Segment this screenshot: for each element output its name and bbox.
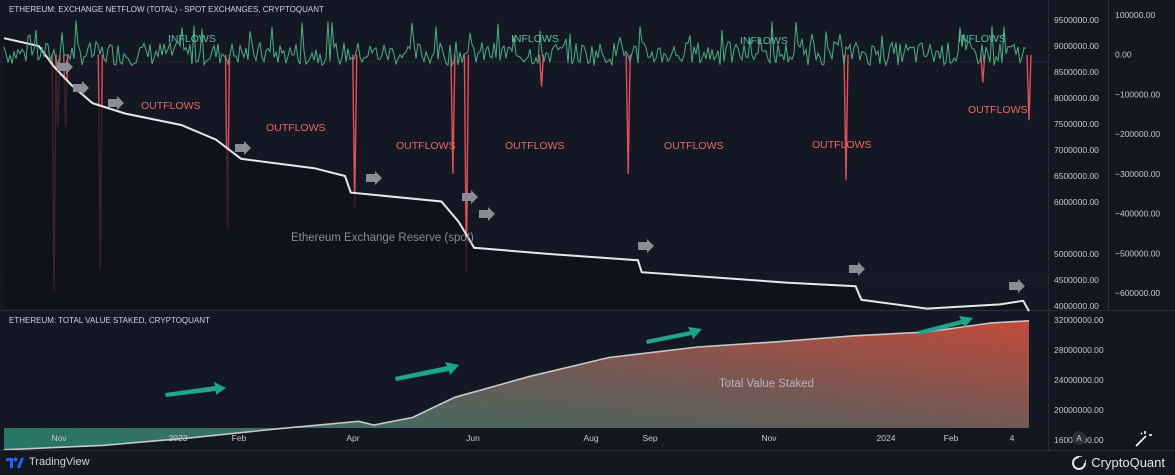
outflow-spike [843,54,849,180]
reserve-axis-tick: 4500000.00 [1054,275,1099,285]
outflows-label: OUTFLOWS [396,140,456,152]
outflow-spike [1026,54,1032,121]
staked-line [3,320,1030,451]
magic-wand-icon[interactable] [1135,431,1152,447]
reserve-axis-tick: 9000000.00 [1054,41,1099,51]
footer-bar: TradingView CryptoQuant [0,450,1175,475]
outflow-spike [625,54,631,174]
cryptoquant-logo-icon [1072,455,1087,470]
outflows-label: OUTFLOWS [968,104,1028,116]
outflow-labels: OUTFLOWS OUTFLOWS OUTFLOWS OUTFLOWS OUTF… [141,100,1028,152]
step-marker [73,81,89,95]
outflow-spike [450,54,456,174]
step-marker [108,96,124,110]
outflows-label: OUTFLOWS [812,139,872,151]
outflows-label: OUTFLOWS [505,140,565,152]
netflow-axis-tick: 100000.00 [1115,10,1155,20]
auto-scale-label: A [1076,434,1082,443]
inflows-label: INFLOWS [168,33,216,45]
inflows-label: INFLOWS [511,33,559,45]
time-axis-tick: Jun [466,433,480,443]
outflows-label: OUTFLOWS [664,140,724,152]
reserve-axis-tick: 4000000.00 [1054,301,1099,311]
step-marker [479,207,495,221]
reserve-axis-tick: 8000000.00 [1054,93,1099,103]
netflow-axis-tick: −500000.00 [1115,248,1160,258]
netflow-axis-tick: −200000.00 [1115,129,1160,139]
reserve-axis-tick: 9500000.00 [1054,15,1099,25]
staked-axis-tick: 24000000.00 [1054,375,1104,385]
trend-arrow [165,382,226,397]
tradingview-label: TradingView [29,456,90,468]
cryptoquant-brand: CryptoQuant [1072,455,1165,470]
netflow-axis-tick: −400000.00 [1115,209,1160,219]
time-axis-tick: Feb [944,433,959,443]
staked-axis-tick: 20000000.00 [1054,405,1104,415]
auto-scale-button[interactable] [1072,431,1086,445]
outflows-label: OUTFLOWS [266,122,326,134]
staked-series-label: Total Value Staked [719,378,814,390]
step-marker [1009,279,1025,293]
reserve-line-layer [3,37,1030,312]
top-panel-title: ETHEREUM: EXCHANGE NETFLOW (TOTAL) - SPO… [9,5,324,14]
reserve-axis-tick: 5000000.00 [1054,249,1099,259]
time-axis-tick: 2023 [169,433,188,443]
tradingview-logo-icon [6,457,24,468]
netflow-axis-tick: −300000.00 [1115,169,1160,179]
time-axis-tick: 4 [1010,433,1015,443]
reserve-axis-tick: 6000000.00 [1054,197,1099,207]
time-axis-tick: Nov [761,433,777,443]
reserve-axis: 9500000.00 9000000.00 8500000.00 8000000.00… [1054,15,1099,311]
time-axis-tick: Feb [232,433,247,443]
netflow-line [3,20,1027,68]
netflow-axis: 100000.00 0.00 −100000.00 −200000.00 −300000… [1115,10,1160,298]
tradingview-brand[interactable]: TradingView [6,456,90,468]
trend-arrow [918,316,973,335]
step-marker [462,190,478,204]
time-axis: Nov 2023 Feb Apr Jun Aug Sep Nov 2024 Feb 4 [51,433,1014,443]
inflows-label: INFLOWS [740,35,788,47]
reserve-axis-tick: 7500000.00 [1054,119,1099,129]
step-markers [57,60,1025,293]
outflows-label: OUTFLOWS [141,100,201,112]
chart-canvas: INFLOWS INFLOWS INFLOWS INFLOWS OUTFLOWS… [0,0,1175,451]
reserve-area [4,38,1029,312]
time-axis-tick: 2024 [877,433,896,443]
time-axis-tick: Aug [583,433,598,443]
time-axis-tick: Nov [51,433,67,443]
trend-arrows [165,316,973,397]
step-marker [638,239,654,253]
trend-arrow [395,362,459,381]
time-axis-tick: Apr [346,433,359,443]
staked-axis: 32000000.00 28000000.00 24000000.00 2000000… [1054,315,1104,445]
trend-arrow [646,327,702,344]
step-marker [366,171,382,185]
reserve-series-label: Ethereum Exchange Reserve (spot) [291,232,474,244]
staked-area-layer [3,320,1030,451]
outflow-spike [538,54,545,87]
staked-axis-tick: 32000000.00 [1054,315,1104,325]
netflow-axis-tick: 0.00 [1115,50,1132,60]
reserve-line [3,37,1030,312]
reserve-axis-tick: 6500000.00 [1054,171,1099,181]
step-marker [235,141,251,155]
netflow-axis-tick: −600000.00 [1115,288,1160,298]
reserve-axis-tick: 7000000.00 [1054,145,1099,155]
outflow-spike [980,54,986,83]
time-axis-tick: Sep [642,433,657,443]
step-marker [849,262,865,276]
staked-axis-tick: 28000000.00 [1054,345,1104,355]
netflow-axis-tick: −100000.00 [1115,89,1160,99]
reserve-axis-tick: 8500000.00 [1054,67,1099,77]
netflow-noise-layer [3,20,1027,68]
bottom-panel-title: ETHEREUM: TOTAL VALUE STAKED, CRYPTOQUAN… [9,316,210,325]
inflows-label: INFLOWS [958,33,1006,45]
step-marker [57,60,73,74]
inflow-labels: INFLOWS INFLOWS INFLOWS INFLOWS [168,33,1006,47]
staked-area [4,320,1029,450]
cryptoquant-label: CryptoQuant [1091,455,1165,470]
